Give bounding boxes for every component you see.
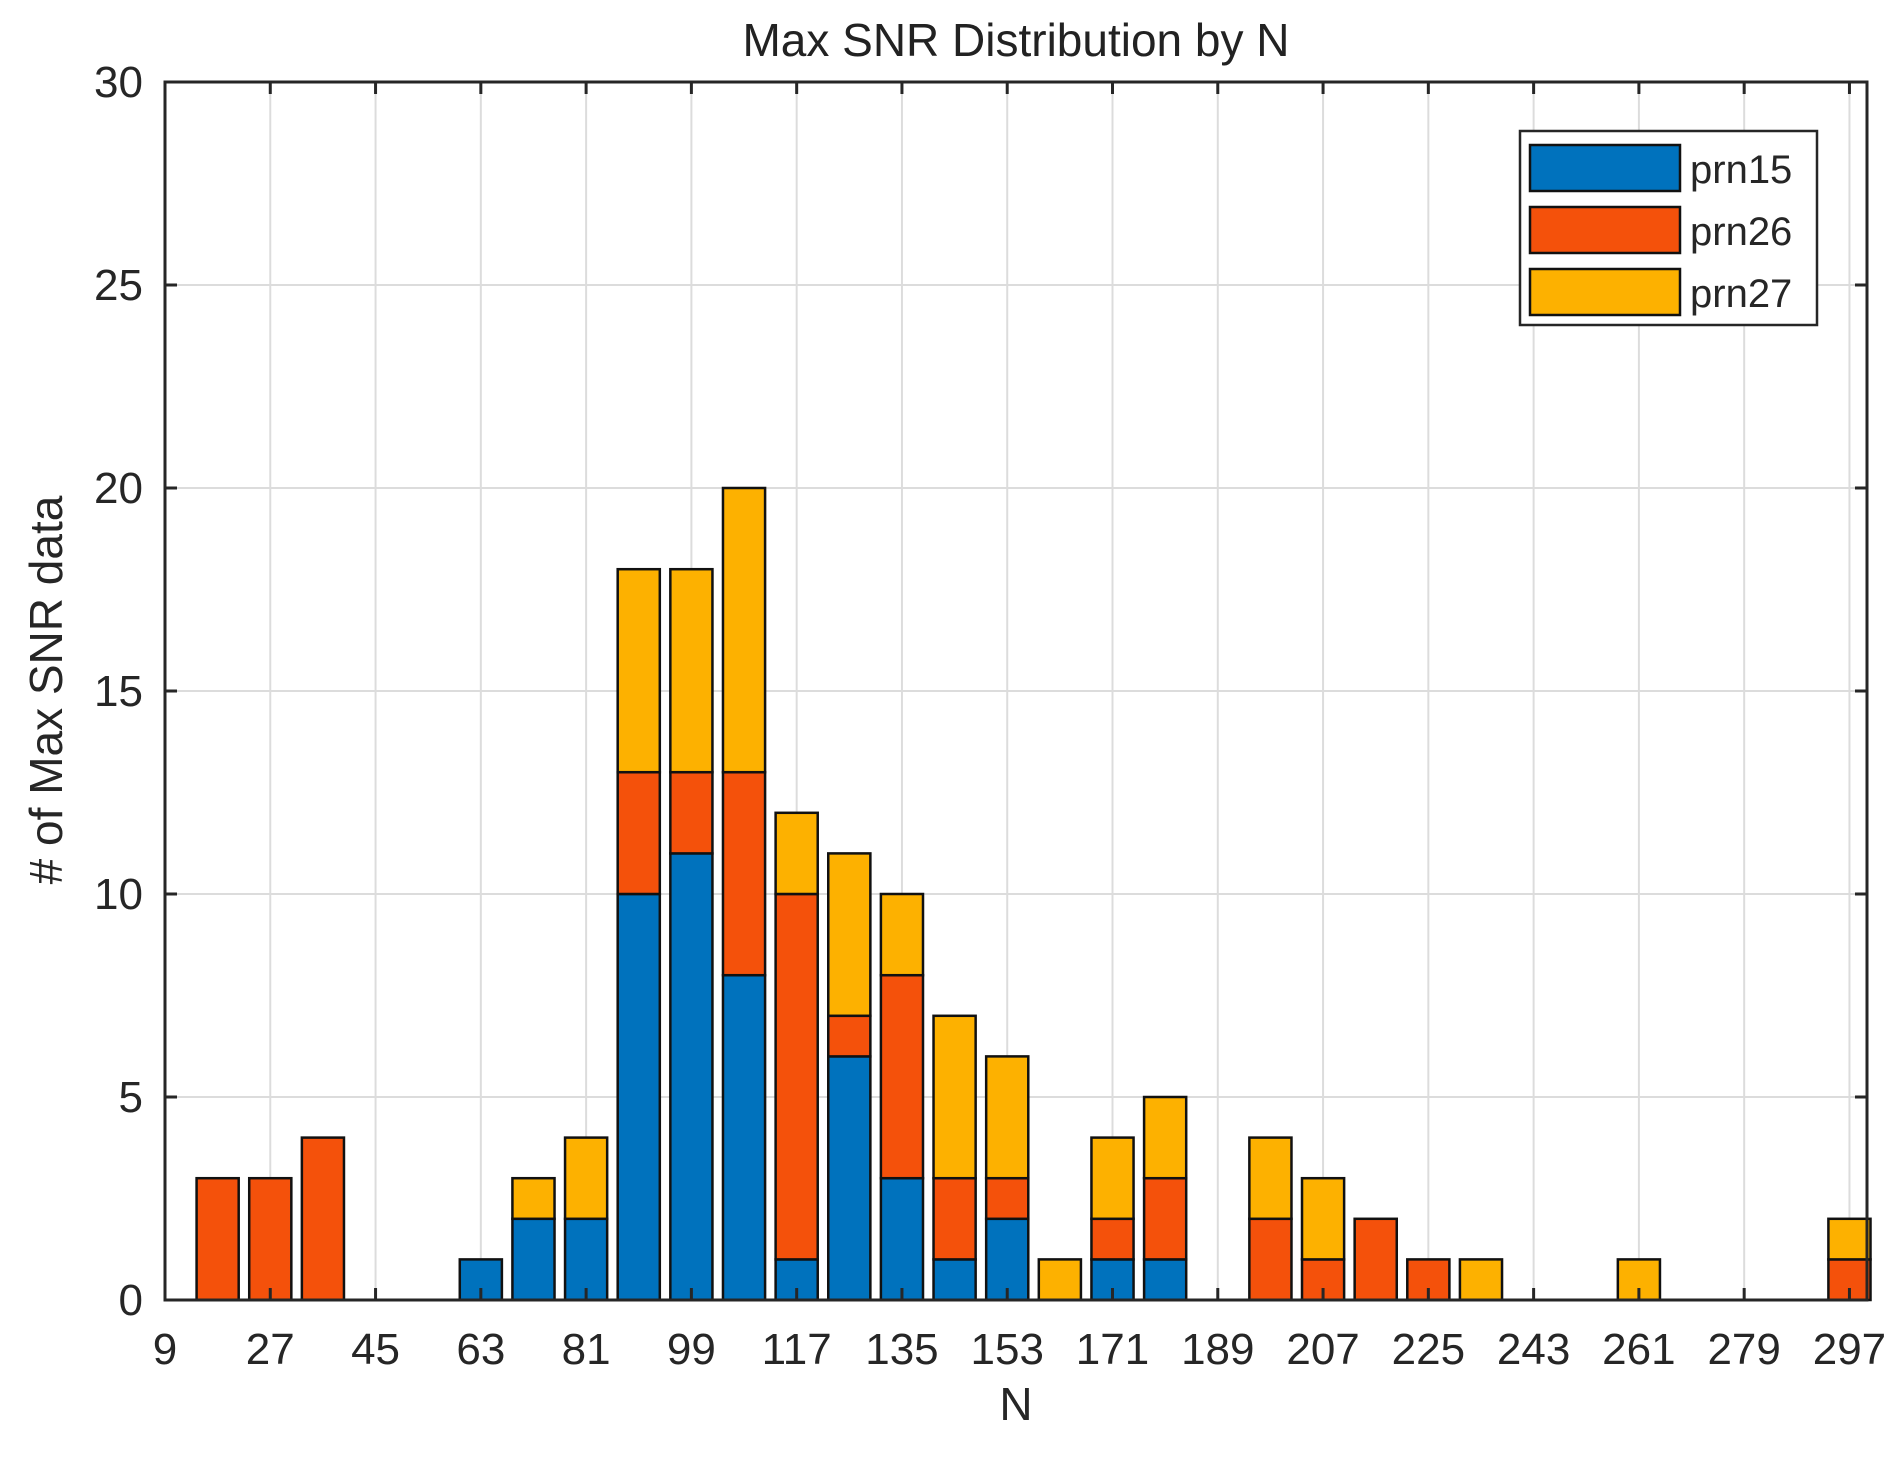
- x-tick-label: 135: [865, 1325, 938, 1374]
- bar-prn26-n27: [247, 1176, 293, 1302]
- bar-prn27-n153: [984, 1055, 1030, 1180]
- bar-prn27-n180: [1142, 1095, 1188, 1180]
- x-tick-label: 171: [1076, 1325, 1149, 1374]
- legend-swatch-prn26: [1528, 205, 1682, 255]
- bar-prn27-n297: [1827, 1217, 1872, 1261]
- bar-prn15-n81: [563, 1217, 609, 1302]
- bar-prn26-n90: [616, 770, 662, 896]
- bar-prn27-n171: [1090, 1136, 1135, 1221]
- bar-prn15-n153: [984, 1217, 1030, 1302]
- bar-prn27-n234: [1458, 1258, 1504, 1302]
- y-tick-labels: 0 5 10 15 20 25 30: [94, 58, 143, 1325]
- x-tick-label: 261: [1602, 1325, 1675, 1374]
- bar-prn15-n144: [932, 1258, 977, 1302]
- grid: [164, 81, 1867, 1301]
- legend-swatch-prn15: [1528, 143, 1682, 193]
- bar-prn27-n117: [774, 811, 819, 896]
- bar-prn15-n90: [616, 892, 662, 1302]
- x-tick-label: 27: [246, 1325, 295, 1374]
- y-tick-label: 0: [119, 1276, 143, 1325]
- bar-prn27-n81: [563, 1136, 609, 1221]
- legend: prn15 prn26 prn27: [1518, 129, 1819, 327]
- bar-prn15-n180: [1142, 1258, 1188, 1302]
- bar-prn26-n18: [195, 1176, 240, 1302]
- x-tick-label: 63: [456, 1325, 505, 1374]
- y-tick-label: 25: [94, 261, 143, 310]
- x-tick-label: 279: [1707, 1325, 1780, 1374]
- x-tick-label: 81: [562, 1325, 611, 1374]
- x-tick-label: 117: [762, 1325, 832, 1374]
- x-tick-label: 297: [1813, 1325, 1886, 1374]
- bar-prn26-n225: [1406, 1258, 1451, 1302]
- bar-prn26-n108: [721, 770, 767, 977]
- bar-prn27-n126: [827, 852, 872, 1018]
- x-tick-labels: 9 27 45 63 81 99 117 135 153 171 189 207 225 243 261 27…: [153, 1325, 1886, 1374]
- bar-prn26-n153: [984, 1176, 1030, 1221]
- bar-prn27-n198: [1248, 1136, 1293, 1221]
- y-tick-label: 5: [119, 1073, 143, 1122]
- bar-prn26-n216: [1353, 1217, 1399, 1302]
- y-tick-label: 15: [94, 667, 143, 716]
- x-tick-label: 225: [1392, 1325, 1465, 1374]
- legend-label-prn26: prn26: [1690, 210, 1792, 254]
- x-tick-label: 207: [1286, 1325, 1359, 1374]
- bar-prn15-n135: [879, 1176, 925, 1302]
- bar-prn27-n108: [721, 486, 767, 774]
- bar-prn26-n126: [827, 1014, 872, 1058]
- bar-prn26-n198: [1248, 1217, 1293, 1302]
- bar-prn15-n72: [511, 1217, 556, 1302]
- y-axis-label: # of Max SNR data: [20, 495, 72, 884]
- y-tick-label: 20: [94, 464, 143, 513]
- bars: [195, 486, 1872, 1302]
- y-tick-label: 10: [94, 870, 143, 919]
- bar-prn27-n135: [879, 892, 925, 977]
- legend-swatch-prn27: [1528, 267, 1682, 317]
- bar-prn27-n72: [511, 1176, 556, 1221]
- bar-prn15-n126: [827, 1055, 872, 1302]
- legend-label-prn15: prn15: [1690, 148, 1792, 192]
- bar-prn27-n99: [669, 567, 714, 774]
- x-tick-label: 99: [667, 1325, 716, 1374]
- bar-prn26-n117: [774, 892, 819, 1261]
- bar-prn15-n99: [669, 852, 714, 1302]
- bar-prn26-n135: [879, 973, 925, 1180]
- bar-prn26-n99: [669, 770, 714, 855]
- x-tick-label: 189: [1181, 1325, 1254, 1374]
- ticks: [163, 80, 1867, 1302]
- x-tick-label: 243: [1497, 1325, 1570, 1374]
- bar-prn27-n207: [1300, 1176, 1346, 1261]
- bar-prn26-n171: [1090, 1217, 1135, 1261]
- x-axis-label: N: [999, 1378, 1032, 1430]
- chart-title: Max SNR Distribution by N: [742, 14, 1289, 66]
- bar-prn27-n162: [1037, 1258, 1083, 1302]
- x-tick-label: 9: [153, 1325, 177, 1374]
- bar-prn15-n108: [721, 973, 767, 1302]
- legend-label-prn27: prn27: [1690, 272, 1792, 316]
- bar-prn26-n180: [1142, 1176, 1188, 1261]
- bar-prn26-n36: [300, 1136, 346, 1302]
- bar-prn26-n144: [932, 1176, 977, 1261]
- y-tick-label: 30: [94, 58, 143, 107]
- bar-prn27-n144: [932, 1014, 977, 1180]
- x-tick-label: 45: [351, 1325, 400, 1374]
- bar-prn27-n90: [616, 567, 662, 774]
- x-tick-label: 153: [971, 1325, 1044, 1374]
